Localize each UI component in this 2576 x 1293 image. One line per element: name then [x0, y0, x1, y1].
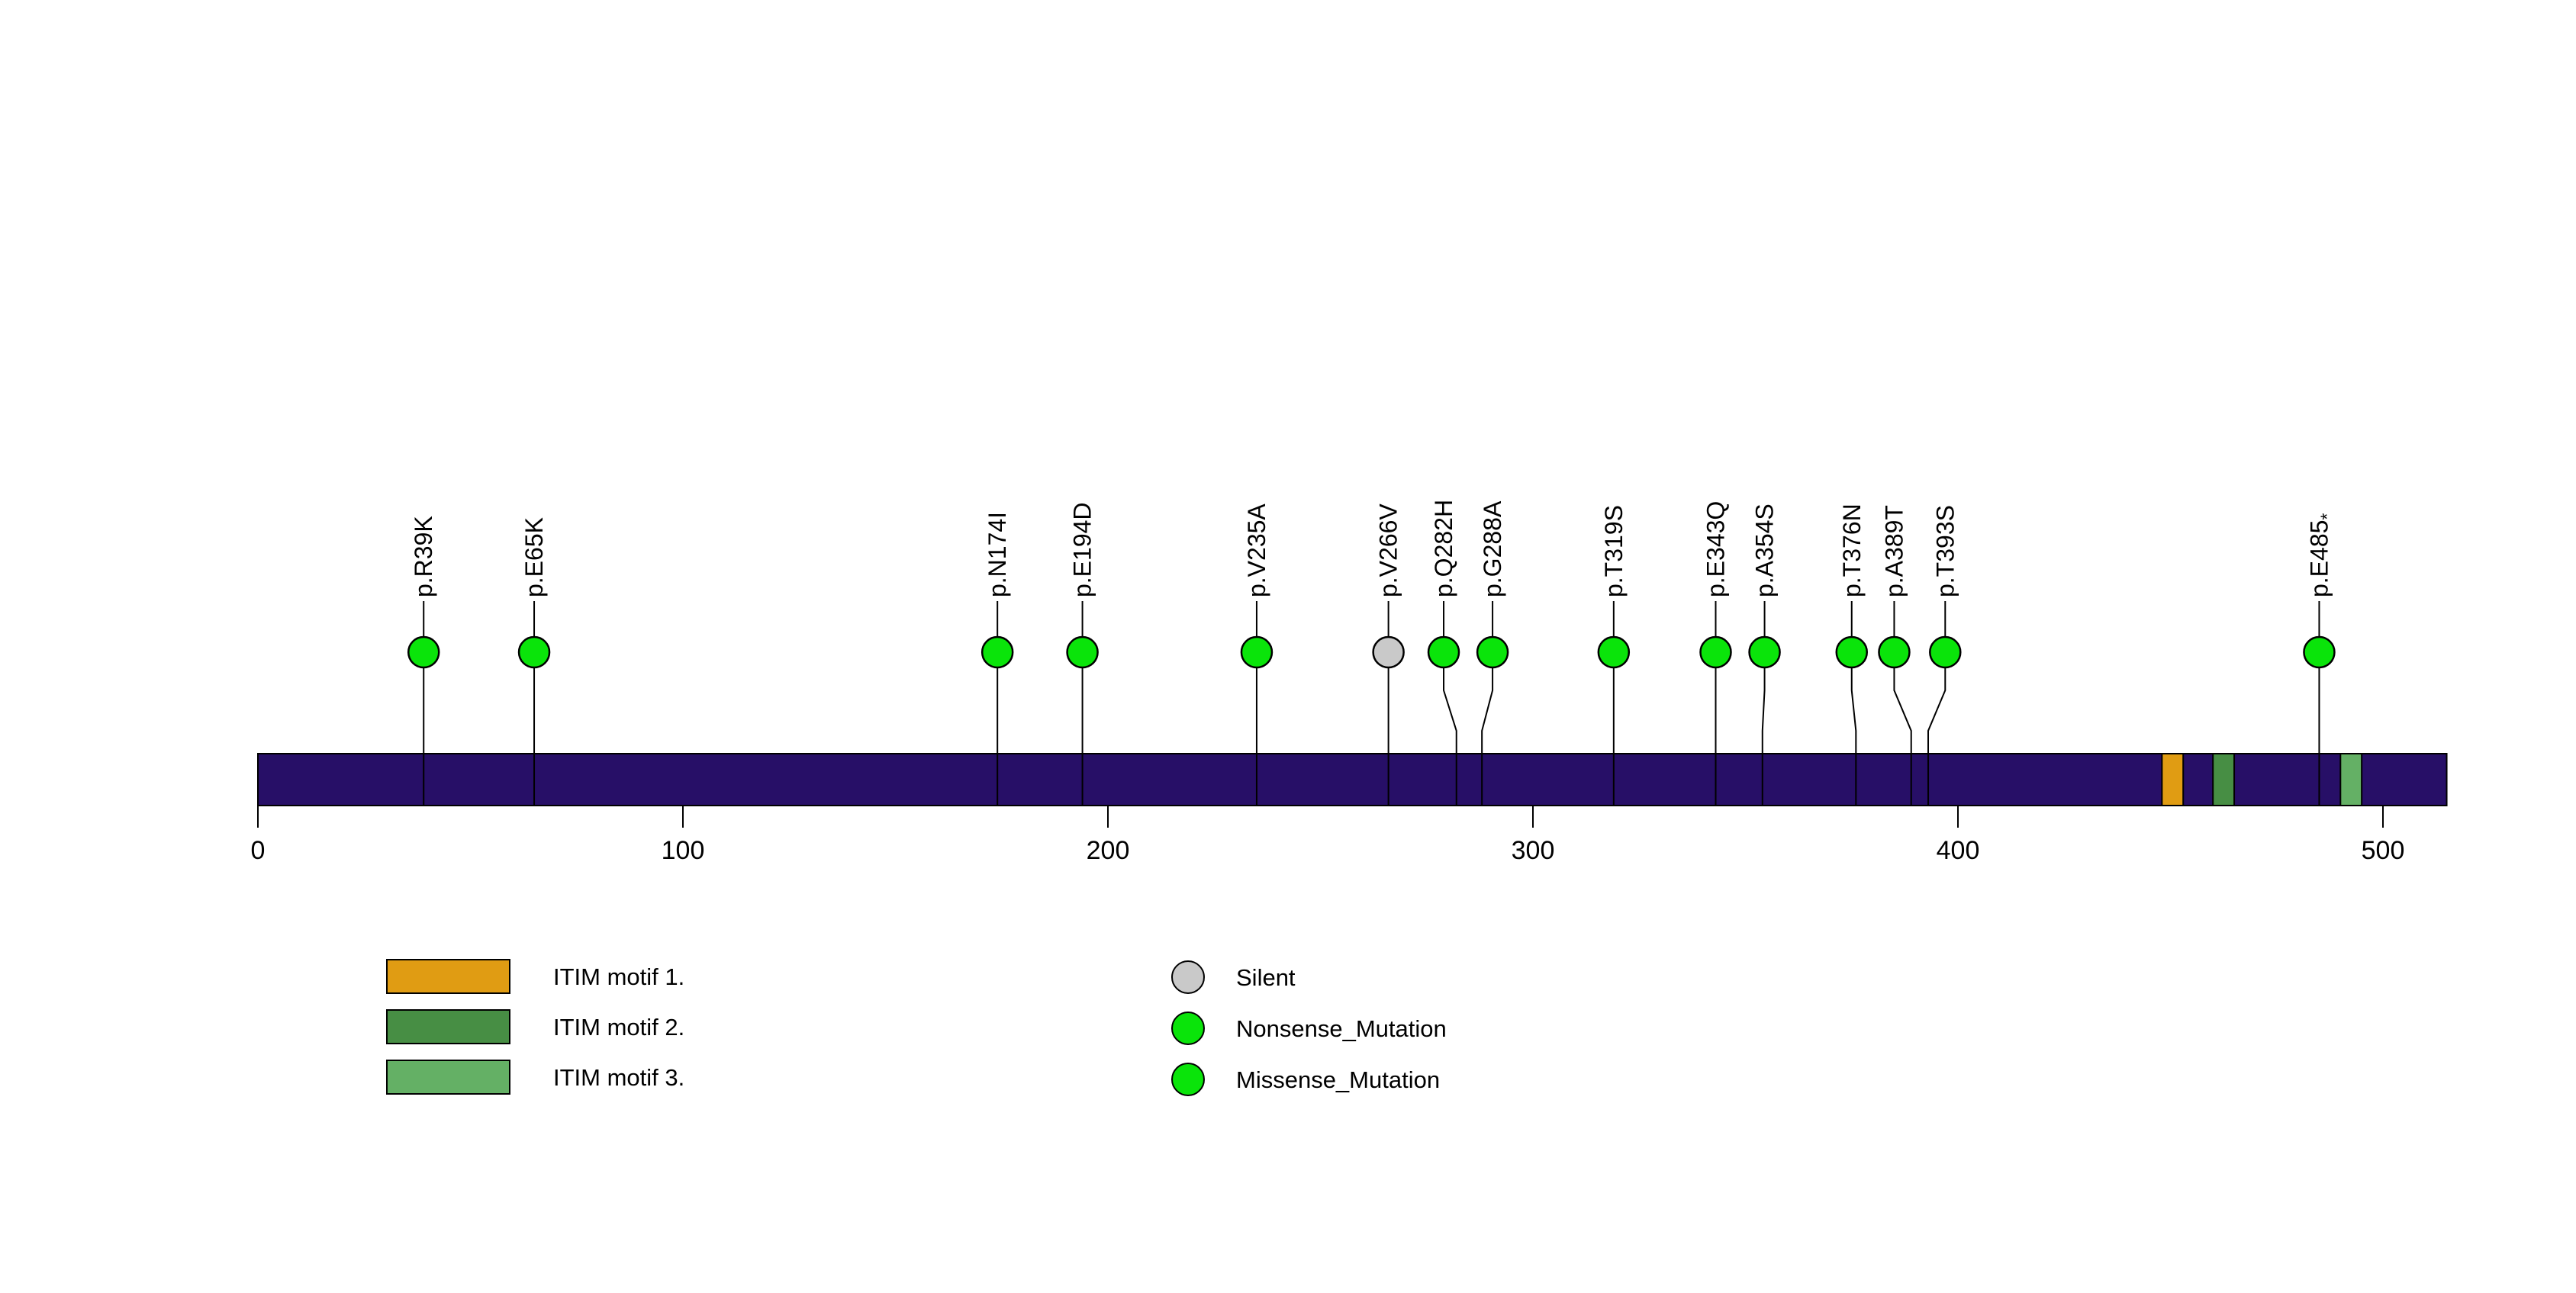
mutation-label: p.E485*	[2305, 513, 2336, 597]
legend-type-label: Nonsense_Mutation	[1236, 1015, 1447, 1042]
mutation-circle	[1240, 635, 1274, 669]
domain-rect-itim-motif-3	[2339, 753, 2363, 806]
axis-tick-label: 100	[662, 836, 705, 865]
mutation-circle	[1878, 635, 1911, 669]
mutation-circle	[1597, 635, 1631, 669]
mutation-circle	[980, 635, 1014, 669]
axis-tick-label: 0	[251, 836, 266, 865]
mutation-label: p.T319S	[1600, 505, 1628, 597]
mutation-circle	[1929, 635, 1962, 669]
mutation-circle	[1835, 635, 1868, 669]
mutation-label: p.E194D	[1069, 502, 1096, 597]
mutation-circle	[2303, 635, 2336, 669]
mutation-connector	[1893, 667, 1912, 806]
mutation-circle	[517, 635, 551, 669]
mutation-circle	[407, 635, 440, 669]
mutation-label: p.V235A	[1243, 503, 1270, 597]
mutation-circle	[1748, 635, 1781, 669]
legend-domain-swatch	[386, 1009, 510, 1044]
legend-domain-label: ITIM motif 3.	[553, 1064, 684, 1091]
legend-domain-swatch	[386, 959, 510, 994]
legend-domain-label: ITIM motif 2.	[553, 1014, 684, 1041]
mutation-label: p.Q282H	[1430, 500, 1457, 597]
mutation-label: p.N174I	[984, 512, 1011, 597]
legend-type-marker	[1171, 960, 1205, 994]
mutation-connector	[1761, 667, 1766, 806]
mutation-label: p.E343Q	[1702, 501, 1730, 597]
domain-rect-itim-motif-2	[2212, 753, 2236, 806]
legend-domain-label: ITIM motif 1.	[553, 963, 684, 990]
mutation-label: p.T393S	[1931, 505, 1959, 597]
mutation-connector	[1481, 667, 1494, 806]
mutation-label: p.E65K	[520, 517, 548, 597]
mutation-circle	[1372, 635, 1405, 669]
axis-tick-label: 300	[1512, 836, 1555, 865]
mutation-connector	[1927, 667, 1946, 806]
legend-type-marker	[1171, 1012, 1205, 1045]
mutation-label: p.G288A	[1479, 500, 1506, 597]
axis-tick-label: 500	[2362, 836, 2405, 865]
mutation-label: p.A389T	[1880, 505, 1908, 597]
legend-type-marker	[1171, 1063, 1205, 1096]
legend-domain-swatch	[386, 1060, 510, 1095]
mutation-label: p.T376N	[1838, 503, 1866, 597]
mutation-circle	[1066, 635, 1099, 669]
mutation-connector	[1850, 667, 1857, 806]
domain-rect-itim-motif-1	[2161, 753, 2185, 806]
mutation-connector	[1443, 667, 1457, 806]
legend-type-label: Silent	[1236, 964, 1296, 991]
mutation-circle	[1699, 635, 1732, 669]
mutation-circle	[1427, 635, 1460, 669]
axis-tick-label: 400	[1937, 836, 1980, 865]
mutation-label: p.V266V	[1375, 503, 1402, 597]
mutation-label: p.A354S	[1751, 503, 1779, 597]
legend-type-label: Missense_Mutation	[1236, 1066, 1440, 1093]
mutation-circle	[1476, 635, 1509, 669]
protein-backbone	[257, 753, 2448, 806]
mutation-label: p.R39K	[410, 516, 437, 597]
axis-tick-label: 200	[1087, 836, 1130, 865]
